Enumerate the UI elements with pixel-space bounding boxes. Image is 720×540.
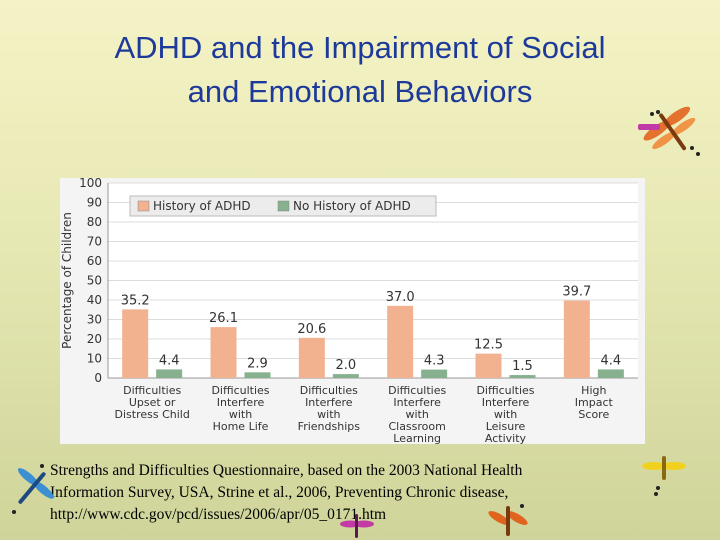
x-tick-label: with xyxy=(317,408,340,421)
dragonfly-icon xyxy=(488,504,528,536)
bar-adhd xyxy=(387,305,414,378)
dragonfly-icon xyxy=(642,456,686,496)
y-tick-label: 100 xyxy=(79,178,102,190)
caption-line-2: Information Survey, USA, Strine et al., … xyxy=(50,484,509,501)
x-tick-label: Difficulties xyxy=(123,384,181,397)
legend-label: History of ADHD xyxy=(153,199,251,213)
x-tick-label: Learning xyxy=(393,432,441,444)
y-tick-label: 0 xyxy=(94,371,102,385)
source-caption: Strengths and Difficulties Questionnaire… xyxy=(50,460,650,526)
data-label: 12.5 xyxy=(474,338,503,353)
data-label: 35.2 xyxy=(121,293,150,308)
data-label: 4.4 xyxy=(600,353,621,368)
x-tick-label: with xyxy=(229,408,252,421)
legend-swatch xyxy=(137,200,150,212)
bar-adhd xyxy=(210,327,237,378)
x-tick-label: Difficulties xyxy=(476,384,534,397)
slide-title: ADHD and the Impairment of Social and Em… xyxy=(40,26,680,114)
bar-no-adhd xyxy=(597,369,624,378)
x-tick-label: Difficulties xyxy=(300,384,358,397)
y-tick-label: 30 xyxy=(87,313,102,327)
data-label: 2.0 xyxy=(335,358,356,373)
legend: History of ADHD No History of ADHD xyxy=(129,195,437,217)
data-label: 1.5 xyxy=(512,359,533,374)
data-label: 39.7 xyxy=(562,285,591,300)
chart-svg: 0 10 20 30 40 50 60 70 80 90 100 Percentage of Chil… xyxy=(60,178,638,444)
legend-label: No History of ADHD xyxy=(293,199,411,213)
dragonfly-icon xyxy=(12,464,54,514)
y-tick-label: 50 xyxy=(87,274,102,288)
caption-line-3: http://www.cdc.gov/pcd/issues/2006/apr/0… xyxy=(50,506,387,523)
y-tick-label: 40 xyxy=(87,293,102,307)
title-line-2: and Emotional Behaviors xyxy=(187,74,533,109)
bar-adhd xyxy=(122,309,149,378)
x-tick-label: Impact xyxy=(575,396,614,409)
y-tick-label: 20 xyxy=(87,332,102,346)
data-label: 4.3 xyxy=(424,354,445,369)
x-tick-label: Interfere xyxy=(393,396,441,409)
bar-no-adhd xyxy=(156,369,183,378)
x-tick-label: Interfere xyxy=(482,396,530,409)
x-tick-label: Leisure xyxy=(486,420,526,433)
x-tick-label: High xyxy=(581,384,606,397)
legend-swatch xyxy=(277,200,290,212)
bar-chart: 0 10 20 30 40 50 60 70 80 90 100 Percentage of Chil… xyxy=(60,178,645,444)
x-tick-label: Difficulties xyxy=(211,384,269,397)
data-label: 20.6 xyxy=(297,322,326,337)
y-tick-label: 80 xyxy=(87,215,102,229)
x-tick-label: Activity xyxy=(485,432,527,444)
title-line-1: ADHD and the Impairment of Social xyxy=(114,30,606,65)
bar-adhd xyxy=(563,300,590,378)
x-tick-label: Difficulties xyxy=(388,384,446,397)
y-tick-label: 90 xyxy=(87,196,102,210)
y-tick-label: 70 xyxy=(87,235,102,249)
y-tick-label: 60 xyxy=(87,254,102,268)
y-axis-label: Percentage of Children xyxy=(60,212,74,349)
data-label: 4.4 xyxy=(159,353,180,368)
x-tick-label: Upset or xyxy=(129,396,176,409)
data-label: 37.0 xyxy=(386,290,415,305)
bar-adhd xyxy=(475,353,502,378)
x-tick-label: with xyxy=(494,408,517,421)
x-tick-label: Score xyxy=(578,408,609,421)
data-label: 26.1 xyxy=(209,311,238,326)
bar-no-adhd xyxy=(244,372,271,378)
x-tick-label: Friendships xyxy=(298,420,361,433)
dragonfly-icon xyxy=(340,514,374,538)
x-tick-label: Classroom xyxy=(388,420,445,433)
bar-no-adhd xyxy=(509,375,536,378)
x-tick-label: with xyxy=(405,408,428,421)
dragonfly-icon xyxy=(638,106,700,156)
caption-line-1: Strengths and Difficulties Questionnaire… xyxy=(50,462,523,479)
y-tick-label: 10 xyxy=(87,352,102,366)
x-tick-label: Interfere xyxy=(217,396,265,409)
bar-no-adhd xyxy=(421,369,448,378)
bar-adhd xyxy=(298,337,325,378)
x-tick-label: Home Life xyxy=(213,420,269,433)
bar-no-adhd xyxy=(332,374,359,378)
x-tick-label: Interfere xyxy=(305,396,353,409)
data-label: 2.9 xyxy=(247,356,268,371)
x-tick-label: Distress Child xyxy=(115,408,190,421)
